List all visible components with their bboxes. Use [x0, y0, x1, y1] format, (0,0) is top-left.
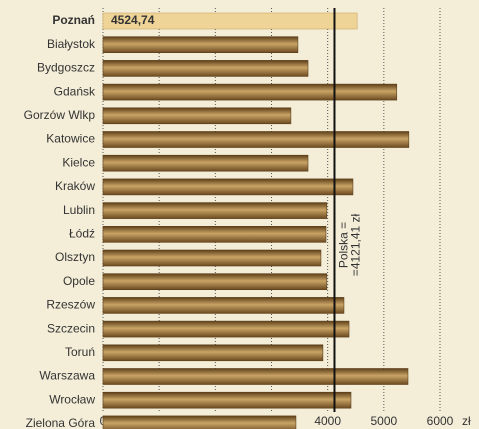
x-unit: zł: [462, 414, 471, 428]
bar: [102, 297, 345, 314]
bar: [102, 60, 309, 77]
category-label: Białystok: [47, 37, 96, 51]
category-label: Toruń: [65, 345, 95, 359]
x-tick-label: 6000: [427, 414, 454, 428]
category-label: Opole: [63, 274, 95, 288]
bar: [102, 226, 327, 243]
bar: [102, 273, 328, 291]
bar: [102, 12, 358, 30]
category-label: Rzeszów: [46, 298, 95, 312]
category-label: Wrocław: [49, 392, 95, 406]
bar: [102, 154, 309, 172]
category-label: Gdańsk: [54, 84, 96, 98]
bar: [102, 368, 409, 385]
category-label: Gorzów Wlkp: [24, 108, 96, 122]
bar: [102, 415, 297, 429]
bar: [102, 202, 328, 219]
bar: [102, 36, 299, 54]
bar: [102, 131, 410, 148]
category-label: Lublin: [63, 203, 95, 217]
category-label: Olsztyn: [55, 250, 95, 264]
bar: [102, 344, 324, 362]
category-label: Szczecin: [47, 321, 95, 335]
bar: [102, 320, 350, 338]
value-label: 4524,74: [111, 13, 155, 27]
bar: [102, 107, 292, 125]
x-tick-label: 5000: [370, 414, 397, 428]
x-tick-label: 4000: [314, 414, 341, 428]
bar: [102, 249, 322, 267]
category-label: Kielce: [62, 155, 95, 169]
category-label: Łódź: [69, 226, 95, 240]
bar: [102, 391, 352, 409]
category-label: Poznań: [52, 13, 95, 27]
reference-label: Polska =: [337, 222, 351, 268]
category-label: Zielona Góra: [26, 416, 96, 429]
category-label: Bydgoszcz: [37, 61, 95, 75]
reference-label: =4121,41 zł: [349, 213, 363, 276]
bar: [102, 83, 398, 101]
category-label: Kraków: [55, 179, 95, 193]
bar: [102, 178, 354, 196]
category-label: Katowice: [46, 132, 95, 146]
category-label: Warszawa: [39, 369, 95, 383]
